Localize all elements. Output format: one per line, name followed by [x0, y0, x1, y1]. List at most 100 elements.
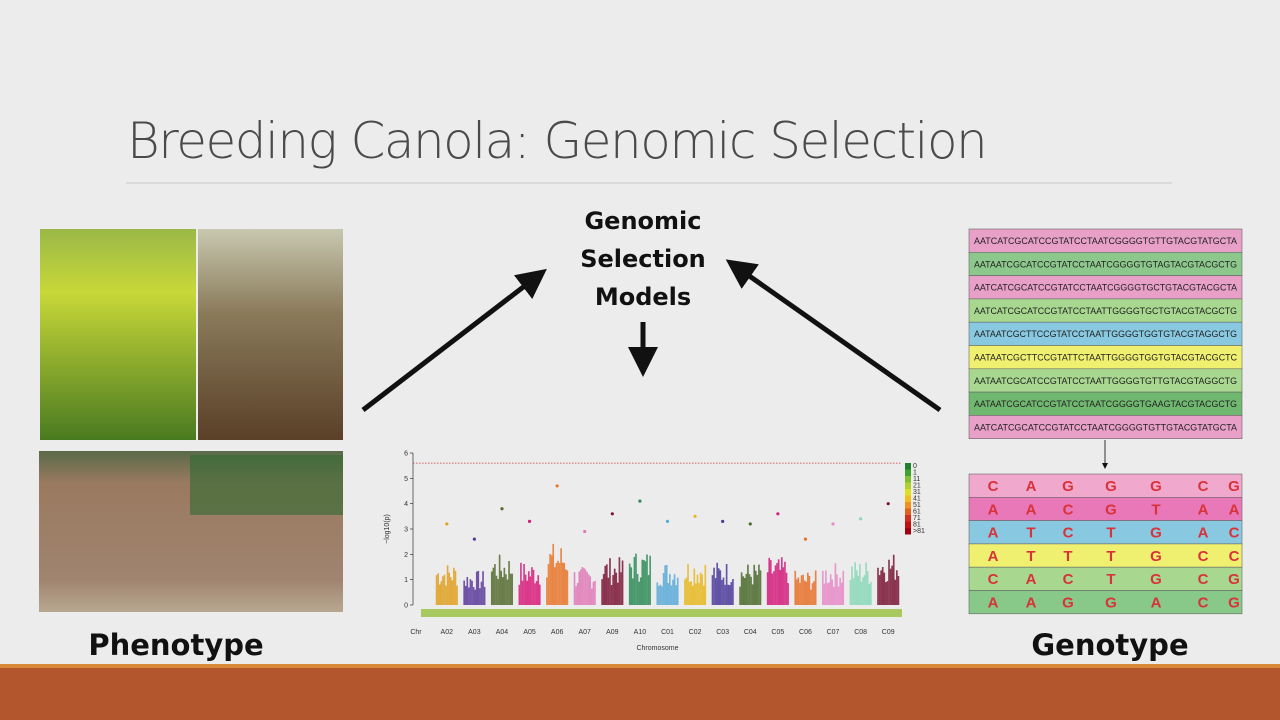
- snp-cluster: [702, 585, 705, 605]
- peak-snp: [886, 502, 890, 506]
- snp-cluster: [799, 582, 801, 605]
- snp-cluster: [649, 555, 651, 605]
- snp-cluster: [892, 554, 895, 605]
- snp-cluster: [535, 581, 538, 605]
- snp-cluster: [578, 571, 581, 605]
- snp-cluster: [617, 582, 619, 605]
- snp-cluster: [547, 563, 550, 605]
- peak-snp: [445, 522, 449, 526]
- genotype-letter: A: [988, 525, 999, 542]
- peak-snp: [721, 519, 725, 524]
- snp-cluster: [787, 583, 789, 605]
- snp-cluster: [821, 570, 824, 605]
- snp-cluster: [472, 587, 475, 605]
- snp-cluster: [857, 575, 860, 605]
- snp-cluster: [468, 587, 470, 605]
- snp-cluster: [698, 582, 700, 605]
- genotype-letter: C: [1229, 548, 1240, 565]
- snp-cluster: [495, 575, 498, 605]
- genotype-letter: C: [1063, 525, 1074, 542]
- snp-cluster: [673, 574, 676, 605]
- genotype-letter: T: [1026, 525, 1035, 542]
- chromosome-label: A03: [468, 629, 481, 636]
- snp-cluster: [747, 564, 749, 605]
- genotype-label: Genotype: [1031, 628, 1188, 662]
- genotype-letter: G: [1150, 478, 1162, 495]
- snp-cluster: [719, 570, 722, 605]
- snp-cluster: [630, 567, 633, 605]
- snp-cluster: [813, 581, 815, 605]
- snp-cluster: [773, 571, 775, 605]
- snp-cluster: [576, 582, 579, 605]
- snp-cluster: [586, 572, 588, 605]
- legend-label: 11: [913, 476, 920, 483]
- snp-cluster: [774, 565, 777, 605]
- snp-cluster: [643, 559, 645, 605]
- snp-cluster: [635, 553, 637, 605]
- snp-cluster: [794, 570, 797, 605]
- snp-cluster: [759, 570, 762, 605]
- snp-cluster: [471, 580, 473, 605]
- snp-cluster: [609, 558, 611, 605]
- snp-cluster: [743, 577, 746, 605]
- snp-cluster: [852, 578, 855, 605]
- snp-cluster: [865, 562, 867, 605]
- legend-swatch: [905, 469, 911, 476]
- snp-cluster: [742, 576, 745, 605]
- snp-cluster: [454, 570, 457, 605]
- legend-label: 1: [913, 470, 917, 477]
- snp-cluster: [506, 579, 509, 605]
- legend-label: 0: [913, 463, 917, 470]
- snp-cluster: [758, 564, 760, 605]
- arrow: [725, 259, 942, 413]
- snp-cluster: [479, 588, 481, 605]
- snp-cluster: [534, 583, 536, 605]
- sequence-text: AATCATCGCATCCGTATCCTAATCGGGGTGTTGTACGTAT…: [974, 236, 1237, 246]
- snp-cluster: [704, 564, 707, 605]
- snp-cluster: [505, 574, 507, 605]
- genotype-letter: G: [1105, 501, 1117, 518]
- snp-cluster: [675, 585, 677, 605]
- genotype-letter: G: [1228, 478, 1240, 495]
- snp-cluster: [538, 584, 541, 605]
- snp-cluster: [463, 580, 466, 605]
- snp-cluster: [594, 580, 596, 605]
- phenotype-label: Phenotype: [88, 628, 263, 662]
- snp-cluster: [883, 572, 886, 605]
- y-tick-label: 0: [404, 603, 408, 610]
- center-label: Genomic: [584, 207, 701, 235]
- legend-label: 51: [913, 502, 921, 509]
- chr-label: Chr: [410, 629, 422, 636]
- snp-cluster: [693, 568, 696, 605]
- chromosome-label: A06: [551, 629, 564, 636]
- snp-cluster: [618, 557, 621, 605]
- snp-cluster: [877, 567, 879, 605]
- snp-cluster: [480, 581, 483, 605]
- snp-cluster: [661, 586, 663, 605]
- legend-swatch: [905, 521, 911, 528]
- slide-title: Breeding Canola: Genomic Selection: [127, 112, 986, 170]
- snp-cluster: [779, 569, 782, 605]
- snp-cluster: [840, 582, 843, 605]
- genotype-letter: C: [1063, 501, 1074, 518]
- peak-snp: [527, 519, 532, 524]
- sequence-text: AATAATCGCATCCGTATCCTAATCGGGGTGTAGTACGTAC…: [974, 259, 1237, 269]
- snp-cluster: [453, 567, 455, 605]
- snp-cluster: [672, 579, 674, 605]
- snp-cluster: [612, 575, 614, 605]
- genotype-letter: G: [1150, 571, 1162, 588]
- snp-cluster: [803, 580, 806, 605]
- snp-cluster: [870, 581, 872, 605]
- snp-cluster: [508, 561, 510, 605]
- snp-cluster: [607, 577, 610, 605]
- snp-cluster: [662, 572, 665, 605]
- peak-snp: [500, 507, 504, 511]
- genotype-letter: C: [1198, 571, 1209, 588]
- snp-cluster: [601, 579, 603, 605]
- center-label: Selection: [580, 245, 706, 273]
- genotype-letter: T: [1106, 525, 1115, 542]
- snp-cluster: [695, 583, 697, 605]
- snp-cluster: [881, 566, 884, 605]
- snp-cluster: [501, 577, 504, 605]
- snp-cluster: [566, 570, 569, 605]
